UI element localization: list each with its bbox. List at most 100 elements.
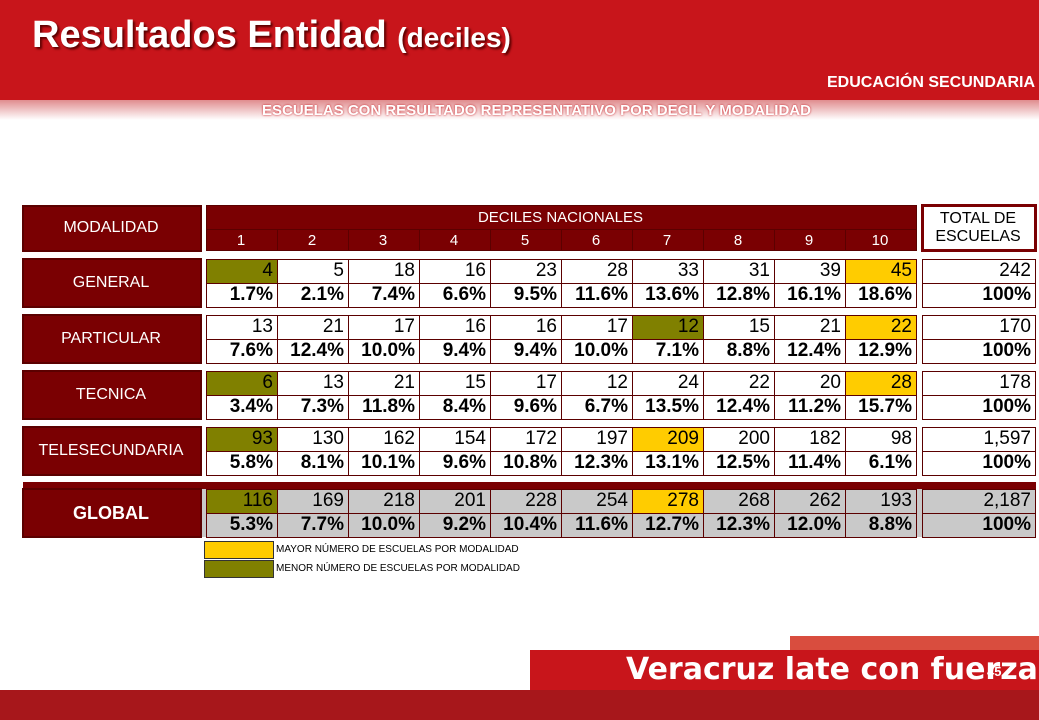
percent-cell: 6.6% [419, 282, 491, 308]
percent-cell: 12.4% [703, 394, 775, 420]
count-cell: 228 [490, 488, 562, 514]
count-cell: 28 [845, 370, 917, 396]
count-cell: 33 [632, 258, 704, 284]
footer-slogan: Veracruz late con fuerza [626, 652, 1038, 687]
count-cell: 15 [419, 370, 491, 396]
count-cell: 22 [703, 370, 775, 396]
count-cell: 218 [348, 488, 420, 514]
row-label: GENERAL [22, 258, 202, 308]
decile-header-8: 8 [703, 229, 775, 251]
percent-cell: 8.4% [419, 394, 491, 420]
count-cell: 209 [632, 426, 704, 452]
percent-cell: 7.4% [348, 282, 420, 308]
percent-cell: 13.5% [632, 394, 704, 420]
percent-cell: 12.3% [703, 512, 775, 538]
percent-cell: 13.6% [632, 282, 704, 308]
percent-cell: 12.4% [774, 338, 846, 364]
percent-cell: 9.4% [490, 338, 562, 364]
header-band [0, 0, 1039, 100]
percent-cell: 12.3% [561, 450, 633, 476]
percent-cell: 8.1% [277, 450, 349, 476]
percent-cell: 8.8% [845, 512, 917, 538]
count-cell: 21 [348, 370, 420, 396]
subtitle-level: EDUCACIÓN SECUNDARIA [826, 74, 1035, 91]
count-cell: 39 [774, 258, 846, 284]
table-row: 3.4% 7.3% 11.8% 8.4% 9.6% 6.7% 13.5% 12.4% 11.2%… [23, 394, 1036, 420]
decile-header-3: 3 [348, 229, 420, 251]
page-number: 45 [987, 664, 1002, 679]
total-header-line2: ESCUELAS [935, 228, 1021, 245]
total-cell: 1,597 [922, 426, 1036, 452]
percent-cell: 1.7% [206, 282, 278, 308]
count-cell: 268 [703, 488, 775, 514]
count-cell: 28 [561, 258, 633, 284]
percent-cell: 11.6% [561, 512, 633, 538]
row-label: GLOBAL [22, 488, 202, 538]
percent-cell: 16.1% [774, 282, 846, 308]
total-percent-cell: 100% [922, 512, 1036, 538]
count-cell: 197 [561, 426, 633, 452]
table-row: TELESECUNDARIA 93 130 162 154 172 197 209 200 182… [22, 426, 1036, 476]
percent-cell: 5.3% [206, 512, 278, 538]
percent-cell: 12.8% [703, 282, 775, 308]
percent-cell: 7.6% [206, 338, 278, 364]
percent-cell: 7.3% [277, 394, 349, 420]
count-cell: 21 [774, 314, 846, 340]
decile-header-5: 5 [490, 229, 562, 251]
count-cell: 45 [845, 258, 917, 284]
total-cell: 242 [922, 258, 1036, 284]
count-cell: 169 [277, 488, 349, 514]
percent-cell: 12.4% [277, 338, 349, 364]
percent-cell: 5.8% [206, 450, 278, 476]
percent-cell: 7.7% [277, 512, 349, 538]
decile-header-9: 9 [774, 229, 846, 251]
percent-cell: 9.2% [419, 512, 491, 538]
count-cell: 15 [703, 314, 775, 340]
total-percent-cell: 100% [922, 450, 1036, 476]
count-cell: 16 [419, 314, 491, 340]
legend-item-max: MAYOR NÚMERO DE ESCUELAS POR MODALIDAD [204, 540, 520, 559]
row-label: TELESECUNDARIA [22, 426, 202, 476]
percent-cell: 10.0% [348, 338, 420, 364]
percent-cell: 11.2% [774, 394, 846, 420]
count-cell: 17 [490, 370, 562, 396]
count-cell: 13 [277, 370, 349, 396]
total-header: TOTAL DE ESCUELAS [921, 204, 1037, 252]
percent-cell: 11.4% [774, 450, 846, 476]
legend-label-max: MAYOR NÚMERO DE ESCUELAS POR MODALIDAD [276, 544, 519, 555]
row-label: PARTICULAR [22, 314, 202, 364]
count-cell: 23 [490, 258, 562, 284]
count-cell: 18 [348, 258, 420, 284]
table-row: PARTICULAR 13 21 17 16 16 17 12 15 21 22 170 [22, 314, 1036, 364]
percent-cell: 10.4% [490, 512, 562, 538]
footer-slogan-band [530, 650, 1039, 690]
count-cell: 20 [774, 370, 846, 396]
table-row: TECNICA 6 13 21 15 17 12 24 22 20 28 178 [22, 370, 1036, 420]
table-row: GENERAL 4 5 18 16 23 28 33 31 39 45 242 [22, 258, 1036, 308]
percent-cell: 18.6% [845, 282, 917, 308]
count-cell: 12 [561, 370, 633, 396]
deciles-header: DECILES NACIONALES [206, 205, 917, 230]
percent-cell: 11.6% [561, 282, 633, 308]
title-main: Resultados Entidad [32, 14, 387, 56]
count-cell: 278 [632, 488, 704, 514]
modalidad-header: MODALIDAD [22, 204, 202, 252]
count-cell: 16 [419, 258, 491, 284]
percent-cell: 12.0% [774, 512, 846, 538]
count-cell: 182 [774, 426, 846, 452]
table-row: GLOBAL 116 169 218 201 228 254 278 268 262 193 2,18… [22, 488, 1036, 538]
footer-band [0, 690, 1039, 720]
total-cell: 178 [922, 370, 1036, 396]
count-cell: 154 [419, 426, 491, 452]
percent-cell: 6.7% [561, 394, 633, 420]
total-percent-cell: 100% [922, 338, 1036, 364]
count-cell: 93 [206, 426, 278, 452]
title-sub: (deciles) [397, 22, 511, 53]
count-cell: 172 [490, 426, 562, 452]
table-row: 1.7% 2.1% 7.4% 6.6% 9.5% 11.6% 13.6% 12.8% 16.1%… [23, 282, 1036, 308]
footer-accent [790, 636, 1039, 650]
count-cell: 193 [845, 488, 917, 514]
count-cell: 4 [206, 258, 278, 284]
count-cell: 254 [561, 488, 633, 514]
count-cell: 24 [632, 370, 704, 396]
